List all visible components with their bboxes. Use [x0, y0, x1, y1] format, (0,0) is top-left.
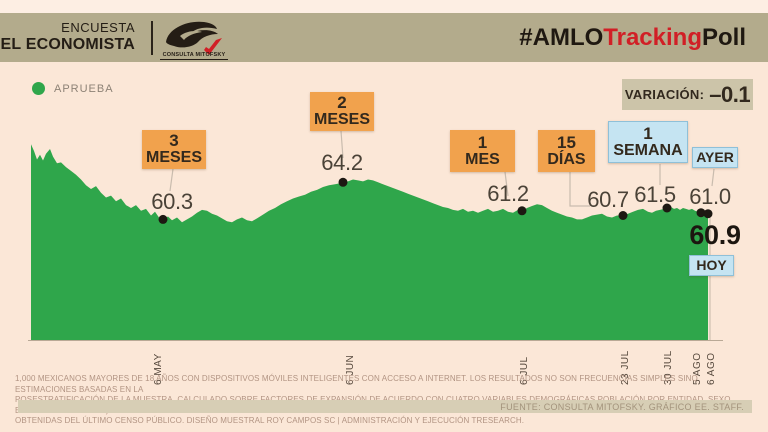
- callout-unit: DÍAS: [547, 150, 586, 168]
- callout-period: AYER: [696, 149, 734, 166]
- methodology-line-3: OBTENIDAS DEL ÚLTIMO CENSO PÚBLICO. DISE…: [15, 416, 525, 426]
- hashtag-suffix: Poll: [701, 23, 746, 51]
- callout-unit: MESES: [313, 111, 370, 129]
- brand-name: EL ECONOMISTA: [0, 36, 135, 54]
- approval-area-series: [31, 144, 708, 340]
- callout-1-semana: 1 SEMANA: [608, 121, 688, 163]
- variation-value: –0.1: [709, 81, 751, 107]
- callout-period: 2: [337, 93, 347, 113]
- mitofsky-bird-icon: [166, 21, 222, 55]
- value-ayer: 61.0: [689, 184, 731, 209]
- callout-2-meses: 2 MESES: [310, 92, 374, 131]
- x-axis-tick-label: 6 JUN: [345, 355, 356, 385]
- methodology-line-1: 1,000 MEXICANOS MAYORES DE 18 AÑOS CON D…: [15, 374, 698, 394]
- data-point-dots: [158, 177, 713, 224]
- source-text: FUENTE: CONSULTA MITOFSKY. GRÁFICO EE. S…: [500, 401, 744, 412]
- callout-period: HOY: [696, 257, 727, 274]
- callout-unit: SEMANA: [613, 141, 683, 159]
- x-axis-tick-label: 30 JUL: [663, 350, 674, 385]
- top-strip: [0, 0, 768, 13]
- x-axis-tick-label: 6 AGO: [706, 352, 717, 385]
- callout-connectors: [169, 130, 715, 207]
- x-axis-tick-label: 23 JUL: [620, 350, 631, 385]
- value-hoy: 60.9: [689, 220, 741, 250]
- data-point-dot: [703, 209, 713, 219]
- callout-period: 15: [557, 132, 576, 152]
- x-axis-tick-label: 5 AGO: [692, 352, 703, 385]
- source-band: FUENTE: CONSULTA MITOFSKY. GRÁFICO EE. S…: [18, 400, 752, 413]
- callout-unit: MES: [465, 150, 500, 168]
- data-point-dot: [618, 211, 628, 220]
- callout-period: 1: [477, 132, 488, 152]
- x-axis-labels: 6 MAY 6 JUN 6 JUL 23 JUL 30 JUL 5 AGO 6 AGO: [153, 350, 717, 385]
- consulta-mitofsky-logo: CONSULTA MITOFSKY: [160, 16, 230, 62]
- x-axis-tick-label: 6 JUL: [519, 356, 530, 385]
- x-axis-tick-label: 6 MAY: [153, 353, 164, 385]
- value-1-semana: 61.5: [634, 182, 676, 207]
- callout-15-dias: 15 DÍAS: [538, 130, 595, 172]
- hashtag-title: #AMLO Tracking Poll: [519, 13, 746, 62]
- value-3-meses: 60.3: [151, 189, 193, 214]
- brand-kicker: ENCUESTA: [61, 19, 135, 35]
- header-band: ENCUESTA EL ECONOMISTA CONSULTA MITOFSKY…: [0, 13, 768, 62]
- brand-block: ENCUESTA EL ECONOMISTA: [0, 13, 135, 62]
- callout-unit: MESES: [145, 149, 202, 167]
- value-15-dias: 60.7: [587, 187, 629, 212]
- value-2-meses: 64.2: [321, 150, 363, 175]
- variation-badge: VARIACIÓN: –0.1: [622, 79, 753, 110]
- legend: APRUEBA: [32, 82, 114, 95]
- data-point-dot: [158, 214, 168, 224]
- brand-divider: [151, 21, 153, 55]
- data-point-dot: [338, 177, 348, 187]
- callout-period: 3: [169, 131, 179, 151]
- hashtag-prefix: #AMLO: [519, 23, 604, 51]
- legend-green-dot-icon: [32, 82, 45, 95]
- callout-1-mes: 1 MES: [450, 130, 515, 172]
- callout-3-meses: 3 MESES: [142, 130, 206, 169]
- callout-ayer: AYER: [692, 147, 738, 168]
- callout-period: 1: [643, 123, 653, 143]
- variation-label: VARIACIÓN:: [624, 87, 705, 102]
- logo-caption: CONSULTA MITOFSKY: [160, 52, 228, 60]
- data-point-dot: [662, 203, 672, 213]
- callout-hoy: HOY: [689, 255, 734, 276]
- data-point-dot: [517, 206, 527, 216]
- legend-label: APRUEBA: [54, 82, 114, 95]
- hashtag-mid: Tracking: [603, 23, 702, 51]
- data-point-dot: [696, 208, 706, 218]
- value-1-mes: 61.2: [487, 181, 529, 206]
